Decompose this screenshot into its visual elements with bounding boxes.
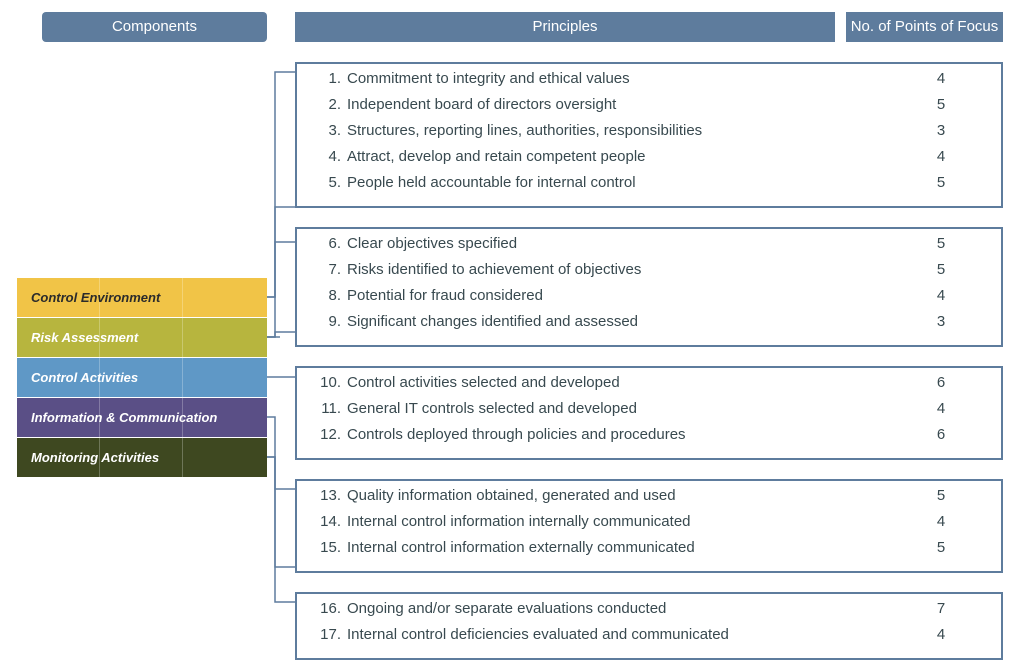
- principle-text: Risks identified to achievement of objec…: [347, 261, 881, 278]
- principle-text: Potential for fraud considered: [347, 287, 881, 304]
- header-principles: Principles: [295, 12, 835, 42]
- principle-number: 3.: [297, 122, 347, 139]
- component-control-environment: Control Environment: [17, 277, 267, 317]
- principle-text: Controls deployed through policies and p…: [347, 426, 881, 443]
- principle-row: 1.Commitment to integrity and ethical va…: [297, 70, 1001, 96]
- principle-text: Internal control deficiencies evaluated …: [347, 626, 881, 643]
- principle-number: 2.: [297, 96, 347, 113]
- coso-principles-diagram: Components Principles No. of Points of F…: [12, 12, 1003, 627]
- principle-row: 11.General IT controls selected and deve…: [297, 400, 1001, 426]
- principle-row: 10.Control activities selected and devel…: [297, 374, 1001, 400]
- principle-text: Control activities selected and develope…: [347, 374, 881, 391]
- principle-points: 3: [881, 313, 1001, 330]
- principle-text: Ongoing and/or separate evaluations cond…: [347, 600, 881, 617]
- principle-points: 7: [881, 600, 1001, 617]
- principle-row: 13.Quality information obtained, generat…: [297, 487, 1001, 513]
- principle-text: Quality information obtained, generated …: [347, 487, 881, 504]
- component-monitoring-activities: Monitoring Activities: [17, 437, 267, 477]
- header-points: No. of Points of Focus: [846, 12, 1003, 42]
- principles-group-0: 1.Commitment to integrity and ethical va…: [295, 62, 1003, 208]
- principle-text: Commitment to integrity and ethical valu…: [347, 70, 881, 87]
- principle-points: 5: [881, 487, 1001, 504]
- principle-text: Internal control information internally …: [347, 513, 881, 530]
- principle-points: 3: [881, 122, 1001, 139]
- principle-row: 12.Controls deployed through policies an…: [297, 426, 1001, 452]
- principle-points: 5: [881, 261, 1001, 278]
- principle-number: 7.: [297, 261, 347, 278]
- principle-points: 4: [881, 287, 1001, 304]
- principle-text: People held accountable for internal con…: [347, 174, 881, 191]
- principle-row: 9.Significant changes identified and ass…: [297, 313, 1001, 339]
- principle-number: 10.: [297, 374, 347, 391]
- principles-group-2: 10.Control activities selected and devel…: [295, 366, 1003, 460]
- principle-points: 5: [881, 96, 1001, 113]
- principle-number: 16.: [297, 600, 347, 617]
- component-risk-assessment: Risk Assessment: [17, 317, 267, 357]
- principle-text: Significant changes identified and asses…: [347, 313, 881, 330]
- components-stack: Control Environment Risk Assessment Cont…: [17, 277, 267, 477]
- principle-text: Internal control information externally …: [347, 539, 881, 556]
- principle-row: 7.Risks identified to achievement of obj…: [297, 261, 1001, 287]
- principle-number: 6.: [297, 235, 347, 252]
- principles-group-3: 13.Quality information obtained, generat…: [295, 479, 1003, 573]
- principle-row: 8.Potential for fraud considered4: [297, 287, 1001, 313]
- principle-row: 2.Independent board of directors oversig…: [297, 96, 1001, 122]
- principle-number: 9.: [297, 313, 347, 330]
- principle-row: 15. Internal control information externa…: [297, 539, 1001, 565]
- component-information-communication: Information & Communication: [17, 397, 267, 437]
- principle-points: 4: [881, 148, 1001, 165]
- principle-row: 6.Clear objectives specified5: [297, 235, 1001, 261]
- principle-number: 17.: [297, 626, 347, 643]
- principle-text: Attract, develop and retain competent pe…: [347, 148, 881, 165]
- principle-number: 8.: [297, 287, 347, 304]
- principle-number: 14.: [297, 513, 347, 530]
- principle-points: 6: [881, 426, 1001, 443]
- principle-number: 13.: [297, 487, 347, 504]
- principle-points: 5: [881, 539, 1001, 556]
- principle-points: 4: [881, 400, 1001, 417]
- principle-number: 15.: [297, 539, 347, 556]
- principle-row: 16.Ongoing and/or separate evaluations c…: [297, 600, 1001, 626]
- principle-points: 4: [881, 70, 1001, 87]
- principle-row: 4.Attract, develop and retain competent …: [297, 148, 1001, 174]
- principles-group-1: 6.Clear objectives specified57.Risks ide…: [295, 227, 1003, 347]
- header-components: Components: [42, 12, 267, 42]
- principle-text: Structures, reporting lines, authorities…: [347, 122, 881, 139]
- component-control-activities: Control Activities: [17, 357, 267, 397]
- principle-points: 5: [881, 235, 1001, 252]
- principle-text: Clear objectives specified: [347, 235, 881, 252]
- principle-points: 5: [881, 174, 1001, 191]
- principle-number: 12.: [297, 426, 347, 443]
- principle-points: 4: [881, 626, 1001, 643]
- principle-number: 11.: [297, 400, 347, 417]
- principle-points: 4: [881, 513, 1001, 530]
- principle-row: 14. Internal control information interna…: [297, 513, 1001, 539]
- principle-row: 5.People held accountable for internal c…: [297, 174, 1001, 200]
- principle-row: 3.Structures, reporting lines, authoriti…: [297, 122, 1001, 148]
- principle-number: 4.: [297, 148, 347, 165]
- principle-points: 6: [881, 374, 1001, 391]
- principle-text: Independent board of directors oversight: [347, 96, 881, 113]
- principle-number: 5.: [297, 174, 347, 191]
- principle-row: 17.Internal control deficiencies evaluat…: [297, 626, 1001, 652]
- principles-group-4: 16.Ongoing and/or separate evaluations c…: [295, 592, 1003, 660]
- principle-number: 1.: [297, 70, 347, 87]
- principle-text: General IT controls selected and develop…: [347, 400, 881, 417]
